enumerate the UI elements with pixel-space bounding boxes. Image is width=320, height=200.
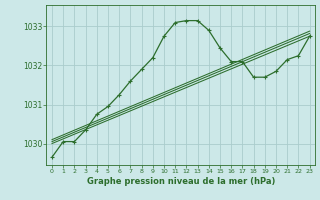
X-axis label: Graphe pression niveau de la mer (hPa): Graphe pression niveau de la mer (hPa): [87, 177, 275, 186]
